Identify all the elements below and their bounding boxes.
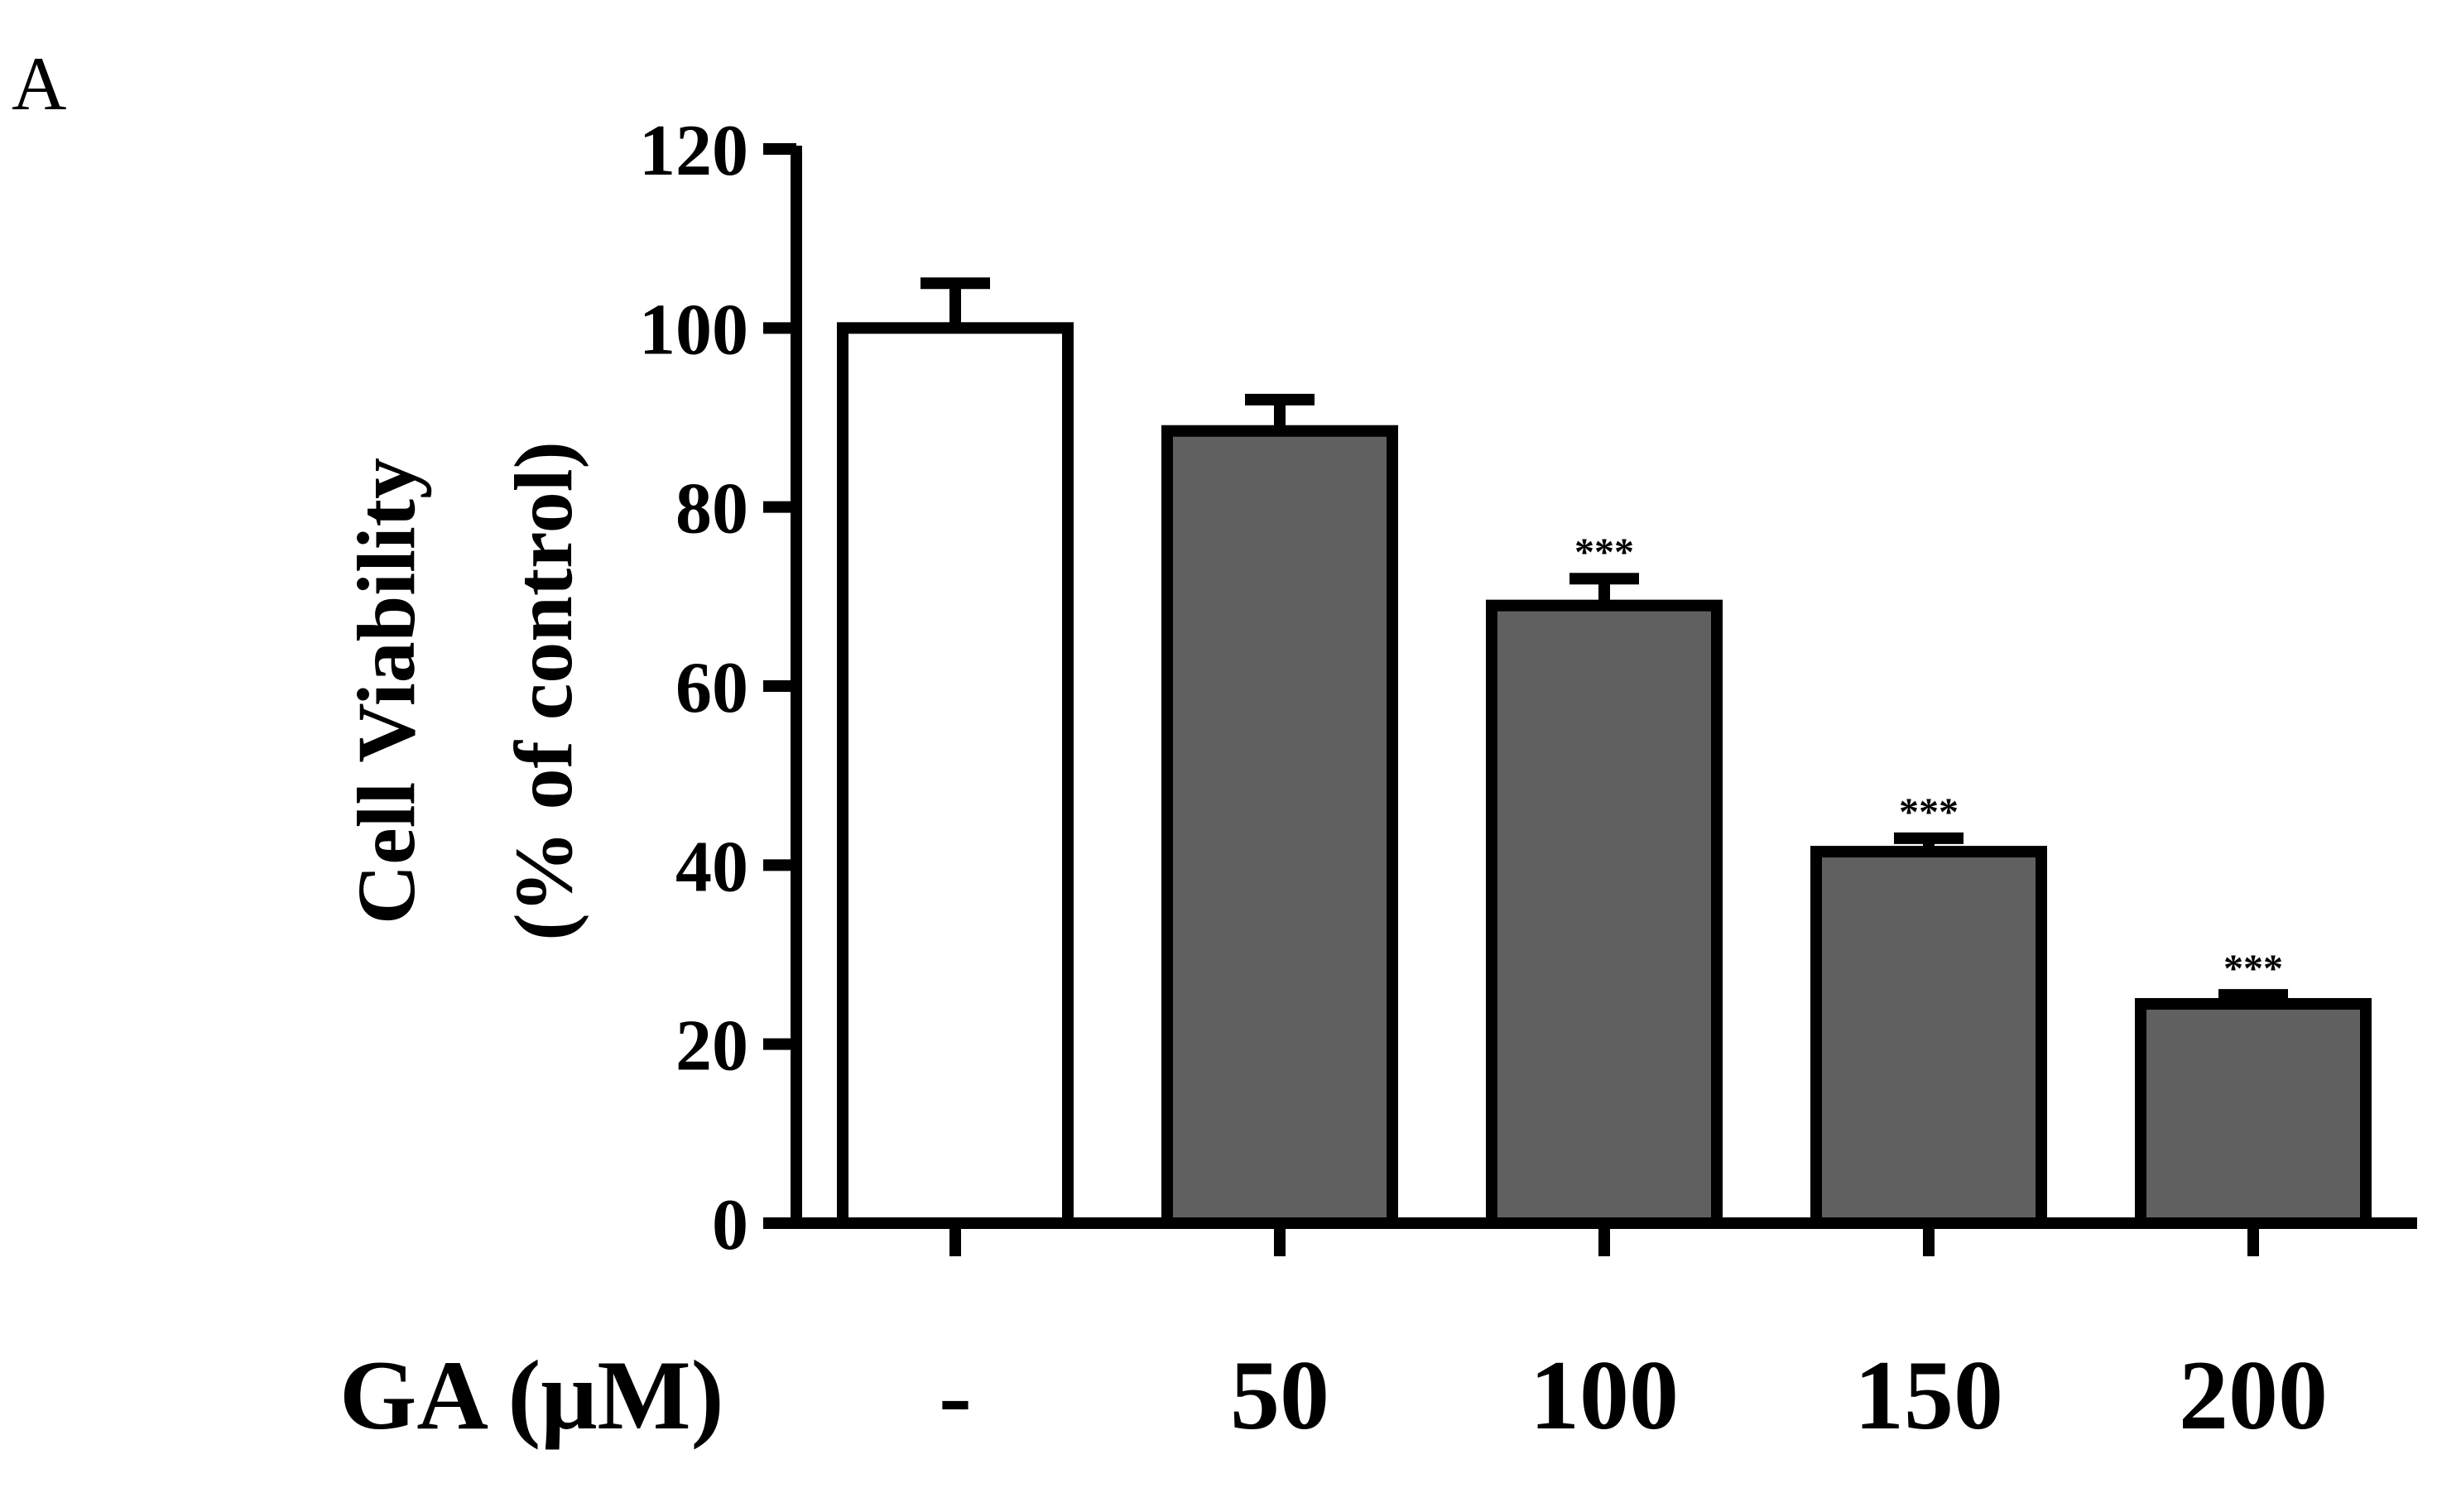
significance-label-4: *** (2223, 947, 2283, 991)
y-tick-label-0: 0 (712, 1185, 748, 1265)
y-axis-label: Cell Viability (% of control) (340, 441, 589, 941)
y-tick-label-3: 60 (675, 648, 748, 728)
panel-letter: A (12, 41, 66, 126)
bar-3 (1810, 846, 2047, 1229)
y-axis-label-line2: (% of control) (497, 441, 589, 941)
bar-1 (1161, 425, 1398, 1229)
bar-2 (1486, 599, 1723, 1229)
y-tick-label-2: 40 (675, 827, 748, 907)
plot-area: - 50 *** 100 *** 150 *** 200 0 20 40 60 80 100 120 (639, 111, 2417, 1450)
x-tick-label-2: 100 (1530, 1340, 1679, 1450)
x-tick-label-0: - (939, 1340, 972, 1450)
x-tick-label-1: 50 (1230, 1340, 1329, 1450)
y-tick-label-6: 120 (639, 111, 748, 191)
bar-0 (837, 322, 1074, 1229)
y-axis-label-line1: Cell Viability (340, 458, 432, 924)
x-tick-label-4: 200 (2179, 1340, 2328, 1450)
significance-label-3: *** (1899, 790, 1959, 834)
x-axis-title: GA (μM) (339, 1340, 724, 1450)
y-tick-label-1: 20 (675, 1006, 748, 1087)
y-tick-label-4: 80 (675, 469, 748, 550)
bar-4 (2135, 997, 2372, 1230)
y-tick-label-5: 100 (639, 290, 748, 370)
x-tick-label-3: 150 (1854, 1340, 2003, 1450)
significance-label-2: *** (1574, 530, 1634, 574)
